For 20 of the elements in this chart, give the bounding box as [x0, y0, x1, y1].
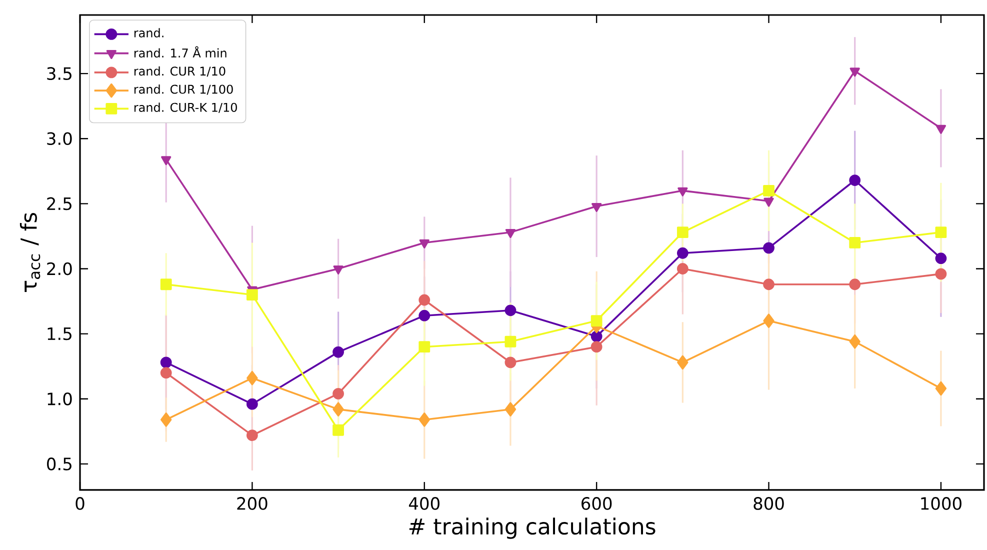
x-tick-label: 1000	[921, 497, 962, 510]
legend-label: rand. 1.7 Å min	[134, 46, 226, 58]
legend-label: rand. CUR-K 1/10	[134, 102, 237, 113]
legend-label: rand. CUR 1/10	[134, 66, 226, 77]
x-axis-title: # training calculations	[409, 518, 656, 539]
y-tick-label: 1.5	[48, 328, 72, 340]
legend-label: rand.	[134, 28, 164, 38]
y-tick-label: 2.5	[47, 197, 72, 210]
x-tick-label: 0	[76, 497, 84, 510]
x-tick-label: 600	[582, 497, 612, 510]
y-tick-label: 2.0	[47, 262, 72, 276]
y-tick-label: 3.5	[47, 67, 72, 80]
y-tick-label: 0.5	[47, 458, 72, 470]
y-axis-title: τ$_{acc}$ / fs	[20, 212, 40, 292]
legend-label: rand. CUR 1/100	[134, 84, 233, 95]
y-tick-label: 1.0	[48, 392, 72, 406]
x-tick-label: 400	[408, 497, 440, 510]
x-tick-label: 800	[754, 497, 784, 510]
y-tick-label: 3.0	[47, 132, 72, 146]
x-tick-label: 200	[237, 497, 268, 510]
